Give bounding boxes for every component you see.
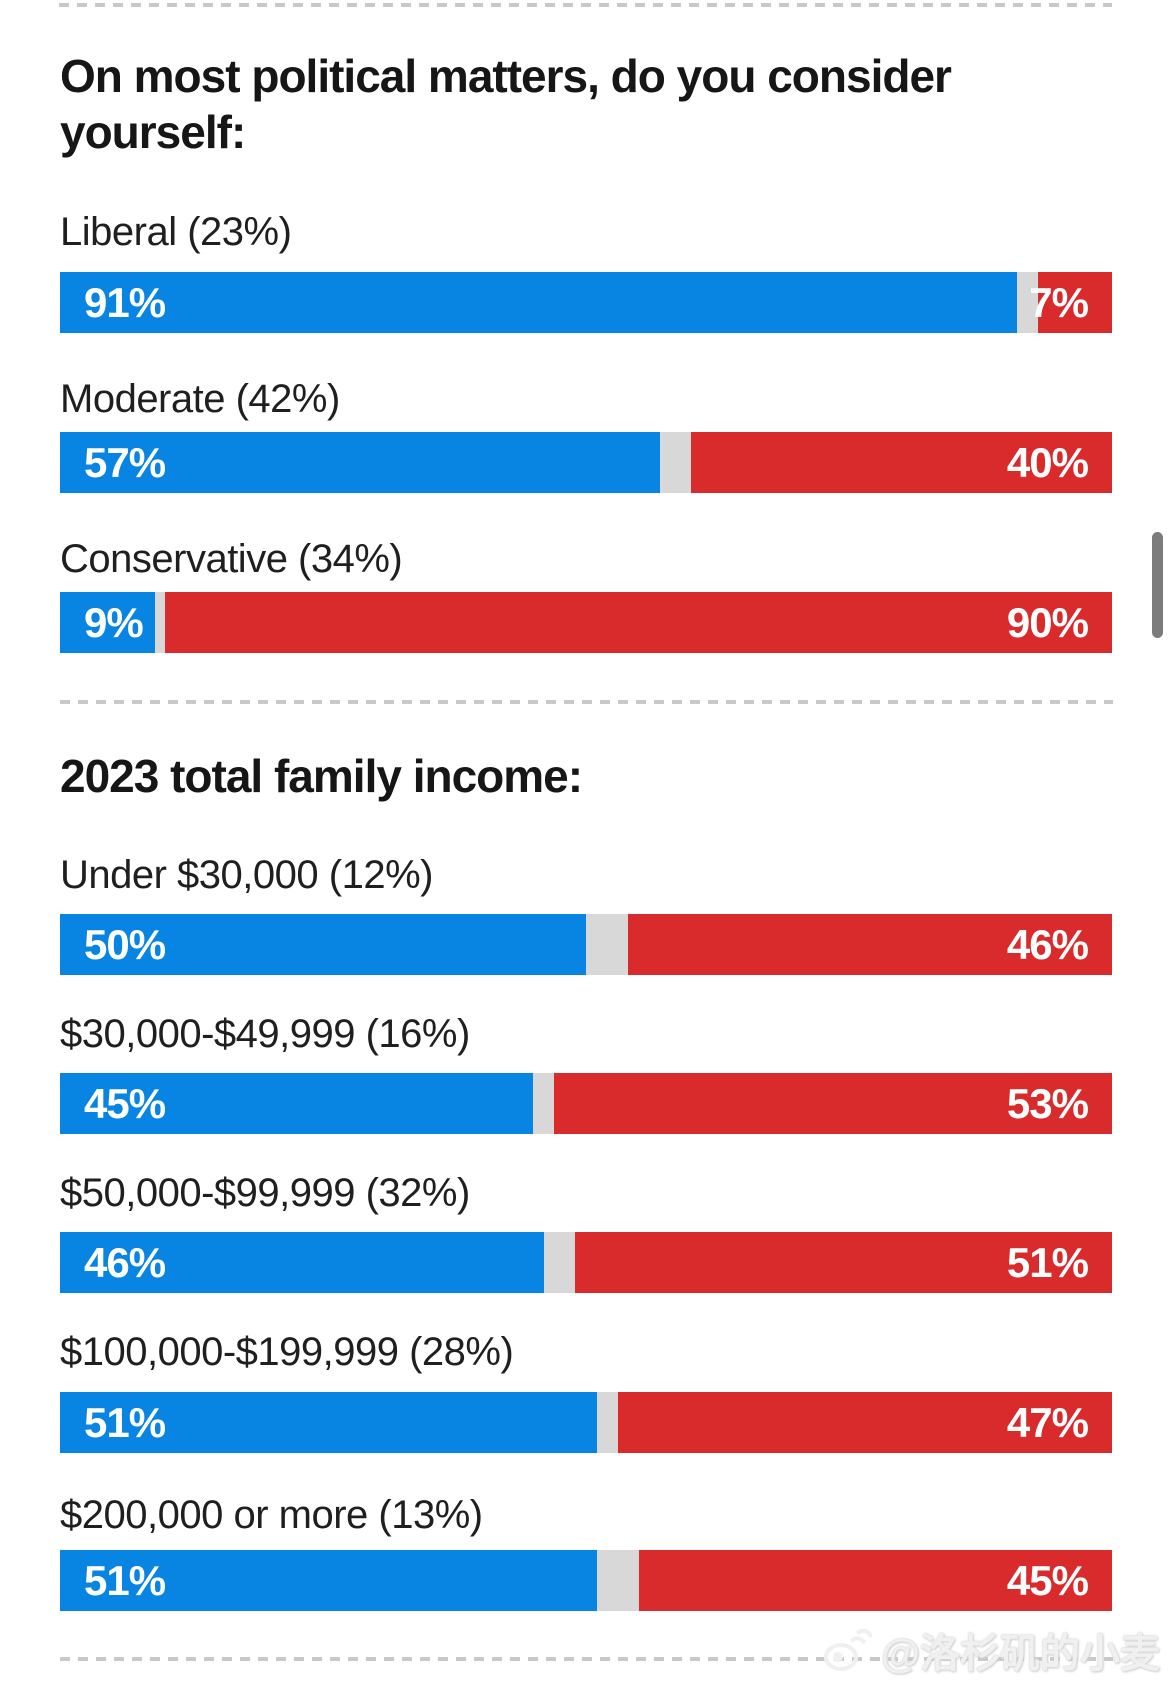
dem-value-label: 57% <box>84 438 166 486</box>
weibo-watermark-text: @洛杉矶的小麦 <box>880 1632 1160 1676</box>
gap-segment <box>533 1073 555 1134</box>
rep-value-label: 90% <box>1006 598 1089 646</box>
rep-segment: 7% <box>1029 272 1112 333</box>
section-title-political-ideology: On most political matters, do you consid… <box>60 50 952 158</box>
dem-value-label: 45% <box>84 1079 166 1127</box>
rep-value-label: 46% <box>1006 920 1089 968</box>
rep-segment: 47% <box>617 1392 1112 1453</box>
dem-value-label: 91% <box>84 278 166 326</box>
rep-segment: 53% <box>554 1073 1112 1134</box>
section-dashed-divider <box>60 700 1113 704</box>
stacked-bar: 51% 45% <box>60 1550 1112 1611</box>
stacked-bar: 46% 51% <box>60 1232 1112 1293</box>
dem-segment: 45% <box>60 1073 534 1134</box>
dem-value-label: 51% <box>84 1398 166 1446</box>
rep-value-label: 51% <box>1006 1238 1089 1286</box>
gap-segment <box>543 1232 576 1293</box>
section-title-family-income: 2023 total family income: <box>60 750 583 802</box>
dem-value-label: 51% <box>84 1556 166 1604</box>
dem-segment: 57% <box>60 432 660 493</box>
scrollbar-thumb[interactable] <box>1152 532 1163 638</box>
weibo-watermark: @洛杉矶的小麦 <box>821 1622 1160 1678</box>
category-label: $30,000-$49,999 (16%) <box>60 1012 470 1056</box>
gap-segment <box>1017 272 1039 333</box>
poll-results-panel: On most political matters, do you consid… <box>60 0 1113 1661</box>
category-label: $200,000 or more (13%) <box>60 1493 483 1537</box>
rep-value-label: 47% <box>1006 1398 1089 1446</box>
stacked-bar: 91% 7% <box>60 272 1112 333</box>
rep-value-label: 45% <box>1006 1556 1089 1604</box>
stacked-bar: 9% 90% <box>60 592 1112 653</box>
rep-segment: 51% <box>575 1232 1112 1293</box>
category-label: $100,000-$199,999 (28%) <box>60 1330 514 1374</box>
gap-segment <box>596 1550 639 1611</box>
stacked-bar: 57% 40% <box>60 432 1112 493</box>
category-label: Moderate (42%) <box>60 377 340 421</box>
dem-value-label: 46% <box>84 1238 166 1286</box>
dem-segment: 51% <box>60 1392 597 1453</box>
category-label: $50,000-$99,999 (32%) <box>60 1171 470 1215</box>
top-dashed-divider <box>59 3 1112 7</box>
stacked-bar: 51% 47% <box>60 1392 1112 1453</box>
dem-value-label: 9% <box>84 598 144 646</box>
rep-segment: 40% <box>691 432 1112 493</box>
dem-value-label: 50% <box>84 920 166 968</box>
category-label: Under $30,000 (12%) <box>60 853 433 897</box>
gap-segment <box>154 592 166 653</box>
dem-segment: 51% <box>60 1550 597 1611</box>
gap-segment <box>586 914 629 975</box>
stacked-bar: 50% 46% <box>60 914 1112 975</box>
category-label: Liberal (23%) <box>60 210 292 254</box>
rep-value-label: 7% <box>1029 278 1089 326</box>
rep-segment: 45% <box>638 1550 1112 1611</box>
dem-segment: 46% <box>60 1232 544 1293</box>
dem-segment: 91% <box>60 272 1018 333</box>
rep-segment: 46% <box>628 914 1112 975</box>
dem-segment: 50% <box>60 914 586 975</box>
stacked-bar: 45% 53% <box>60 1073 1112 1134</box>
rep-segment: 90% <box>165 592 1112 653</box>
weibo-logo-icon <box>821 1627 873 1673</box>
bottom-dashed-divider <box>60 1657 1113 1661</box>
rep-value-label: 40% <box>1006 438 1089 486</box>
category-label: Conservative (34%) <box>60 537 403 581</box>
dem-segment: 9% <box>60 592 155 653</box>
gap-segment <box>596 1392 618 1453</box>
gap-segment <box>659 432 692 493</box>
rep-value-label: 53% <box>1006 1079 1089 1127</box>
